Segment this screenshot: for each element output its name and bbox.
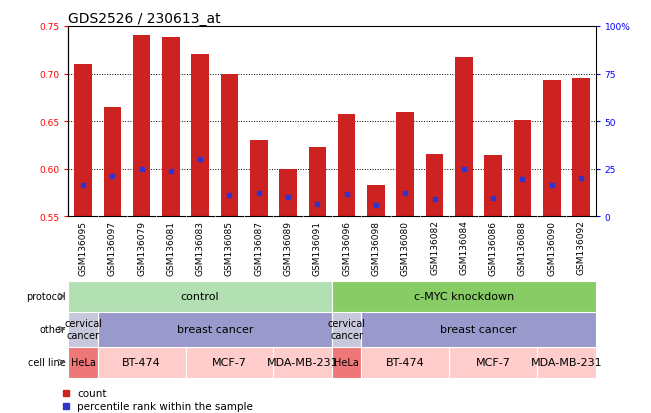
Text: HeLa: HeLa bbox=[70, 357, 96, 368]
Text: GSM136082: GSM136082 bbox=[430, 220, 439, 275]
Bar bbox=[250, 141, 268, 217]
Bar bbox=[484, 156, 502, 217]
Text: GSM136081: GSM136081 bbox=[167, 220, 175, 275]
Text: breast cancer: breast cancer bbox=[440, 324, 517, 335]
Bar bbox=[279, 169, 297, 217]
Text: GSM136086: GSM136086 bbox=[489, 220, 497, 275]
Text: GSM136085: GSM136085 bbox=[225, 220, 234, 275]
Bar bbox=[68, 347, 98, 378]
Text: breast cancer: breast cancer bbox=[176, 324, 253, 335]
Text: GSM136090: GSM136090 bbox=[547, 220, 556, 275]
Text: cervical
cancer: cervical cancer bbox=[64, 318, 102, 340]
Text: MDA-MB-231: MDA-MB-231 bbox=[267, 357, 339, 368]
Text: GDS2526 / 230613_at: GDS2526 / 230613_at bbox=[68, 12, 221, 26]
Bar bbox=[74, 65, 92, 217]
Text: BT-474: BT-474 bbox=[386, 357, 424, 368]
Text: BT-474: BT-474 bbox=[122, 357, 161, 368]
Text: cell line: cell line bbox=[28, 357, 65, 368]
Text: percentile rank within the sample: percentile rank within the sample bbox=[77, 401, 253, 411]
Bar bbox=[332, 347, 361, 378]
Bar bbox=[332, 281, 596, 312]
Text: GSM136089: GSM136089 bbox=[284, 220, 292, 275]
Bar bbox=[572, 79, 590, 217]
Text: GSM136097: GSM136097 bbox=[108, 220, 117, 275]
Bar bbox=[361, 312, 596, 347]
Bar bbox=[186, 347, 273, 378]
Text: MCF-7: MCF-7 bbox=[476, 357, 510, 368]
Text: GSM136091: GSM136091 bbox=[313, 220, 322, 275]
Text: MCF-7: MCF-7 bbox=[212, 357, 247, 368]
Text: GSM136083: GSM136083 bbox=[196, 220, 204, 275]
Text: GSM136088: GSM136088 bbox=[518, 220, 527, 275]
Bar bbox=[68, 312, 98, 347]
Text: MDA-MB-231: MDA-MB-231 bbox=[531, 357, 602, 368]
Bar bbox=[98, 312, 332, 347]
Bar bbox=[361, 347, 449, 378]
Text: GSM136079: GSM136079 bbox=[137, 220, 146, 275]
Bar bbox=[338, 115, 355, 217]
Bar bbox=[309, 147, 326, 217]
Bar bbox=[396, 112, 414, 217]
Bar bbox=[514, 121, 531, 217]
Bar bbox=[98, 347, 186, 378]
Bar bbox=[68, 281, 332, 312]
Bar bbox=[537, 347, 596, 378]
Bar bbox=[104, 107, 121, 217]
Text: GSM136098: GSM136098 bbox=[372, 220, 380, 275]
Text: GSM136087: GSM136087 bbox=[255, 220, 263, 275]
Bar bbox=[455, 58, 473, 217]
Text: GSM136080: GSM136080 bbox=[401, 220, 409, 275]
Bar bbox=[133, 36, 150, 217]
Text: HeLa: HeLa bbox=[334, 357, 359, 368]
Bar bbox=[426, 155, 443, 217]
Bar bbox=[367, 185, 385, 217]
Bar bbox=[543, 81, 561, 217]
Bar bbox=[273, 347, 332, 378]
Bar bbox=[221, 74, 238, 217]
Text: other: other bbox=[40, 324, 65, 335]
Bar bbox=[162, 38, 180, 217]
Text: c-MYC knockdown: c-MYC knockdown bbox=[414, 291, 514, 301]
Text: GSM136084: GSM136084 bbox=[460, 220, 468, 275]
Text: GSM136095: GSM136095 bbox=[79, 220, 87, 275]
Text: protocol: protocol bbox=[26, 291, 65, 301]
Bar bbox=[191, 55, 209, 217]
Text: control: control bbox=[181, 291, 219, 301]
Text: count: count bbox=[77, 388, 107, 398]
Text: cervical
cancer: cervical cancer bbox=[327, 318, 366, 340]
Text: GSM136096: GSM136096 bbox=[342, 220, 351, 275]
Bar bbox=[449, 347, 537, 378]
Bar bbox=[332, 312, 361, 347]
Text: GSM136092: GSM136092 bbox=[577, 220, 585, 275]
